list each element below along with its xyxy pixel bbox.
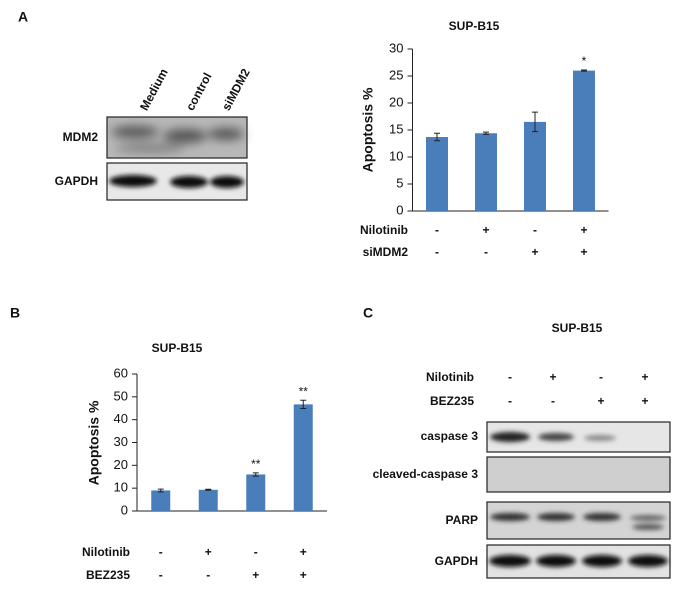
- lane-label: control: [183, 70, 214, 112]
- y-tick-label: 20: [389, 94, 403, 109]
- treatment-label: Nilotinib: [360, 223, 408, 237]
- bar: [426, 137, 448, 211]
- y-tick-label: 30: [389, 40, 403, 55]
- treatment-label: Nilotinib: [426, 370, 474, 384]
- blot: [106, 116, 248, 201]
- sign: -: [159, 545, 163, 559]
- chart-title: SUP-B15: [152, 341, 203, 355]
- y-tick-label: 10: [389, 148, 403, 163]
- sign: +: [300, 568, 307, 582]
- error-bar: [157, 488, 164, 493]
- y-tick-label: 15: [389, 121, 403, 136]
- treatment-label: siMDM2: [363, 245, 409, 259]
- error-bar: [205, 488, 212, 491]
- sign: -: [599, 370, 603, 384]
- blot: [486, 421, 671, 579]
- treatment-label: BEZ235: [430, 394, 474, 408]
- row-label: PARP: [446, 513, 478, 527]
- sign: -: [533, 223, 537, 237]
- lane-label: Medium: [137, 66, 171, 113]
- y-tick-label: 5: [396, 175, 403, 190]
- y-tick-label: 0: [121, 502, 128, 517]
- bar: [198, 489, 218, 511]
- error-bar: [434, 132, 440, 142]
- significance: **: [299, 384, 309, 398]
- sign: -: [206, 568, 210, 582]
- row-label: GAPDH: [55, 174, 98, 188]
- error-bar: [252, 472, 259, 477]
- chart-title: SUP-B15: [449, 19, 500, 33]
- sign: +: [580, 223, 587, 237]
- significance: *: [582, 54, 587, 68]
- y-tick-label: 30: [114, 434, 128, 449]
- error-bar: [581, 69, 587, 72]
- sign: +: [205, 545, 212, 559]
- significance: **: [251, 457, 261, 471]
- y-tick-label: 60: [114, 365, 128, 380]
- y-tick-label: 10: [114, 480, 128, 495]
- sign: +: [641, 370, 648, 384]
- sign: +: [641, 394, 648, 408]
- y-axis-label: Apoptosis %: [86, 400, 102, 485]
- treatment-label: BEZ235: [86, 568, 130, 582]
- sign: +: [597, 394, 604, 408]
- row-label: GAPDH: [435, 554, 478, 568]
- treatment-label: Nilotinib: [82, 545, 130, 559]
- y-tick-label: 40: [114, 411, 128, 426]
- bar: [475, 133, 497, 211]
- sign: +: [580, 245, 587, 259]
- sign: -: [159, 568, 163, 582]
- bar: [573, 70, 595, 211]
- sign: +: [549, 370, 556, 384]
- error-bar: [532, 111, 538, 133]
- panel-label: B: [10, 305, 20, 321]
- error-bar: [483, 131, 489, 135]
- sign: +: [482, 223, 489, 237]
- y-axis-label: Apoptosis %: [360, 87, 376, 172]
- bar: [246, 474, 266, 511]
- y-tick-label: 50: [114, 388, 128, 403]
- bar: [293, 404, 313, 511]
- bar: [151, 490, 171, 511]
- lane-label: siMDM2: [219, 66, 253, 113]
- sign: -: [435, 245, 439, 259]
- sign: -: [508, 394, 512, 408]
- bar: [524, 121, 546, 211]
- row-label: cleaved-caspase 3: [373, 467, 479, 481]
- sign: +: [300, 545, 307, 559]
- row-label: caspase 3: [421, 429, 479, 443]
- row-label: MDM2: [63, 130, 99, 144]
- panel-label: C: [363, 305, 373, 321]
- y-tick-label: 0: [396, 202, 403, 217]
- sign: -: [551, 394, 555, 408]
- error-bar: [300, 399, 307, 409]
- sign: +: [531, 245, 538, 259]
- sign: -: [435, 223, 439, 237]
- panel-label: A: [18, 9, 28, 25]
- y-tick-label: 25: [389, 67, 403, 82]
- sign: +: [252, 568, 259, 582]
- y-tick-label: 20: [114, 457, 128, 472]
- blot-title: SUP-B15: [552, 321, 603, 335]
- sign: -: [254, 545, 258, 559]
- sign: -: [484, 245, 488, 259]
- sign: -: [508, 370, 512, 384]
